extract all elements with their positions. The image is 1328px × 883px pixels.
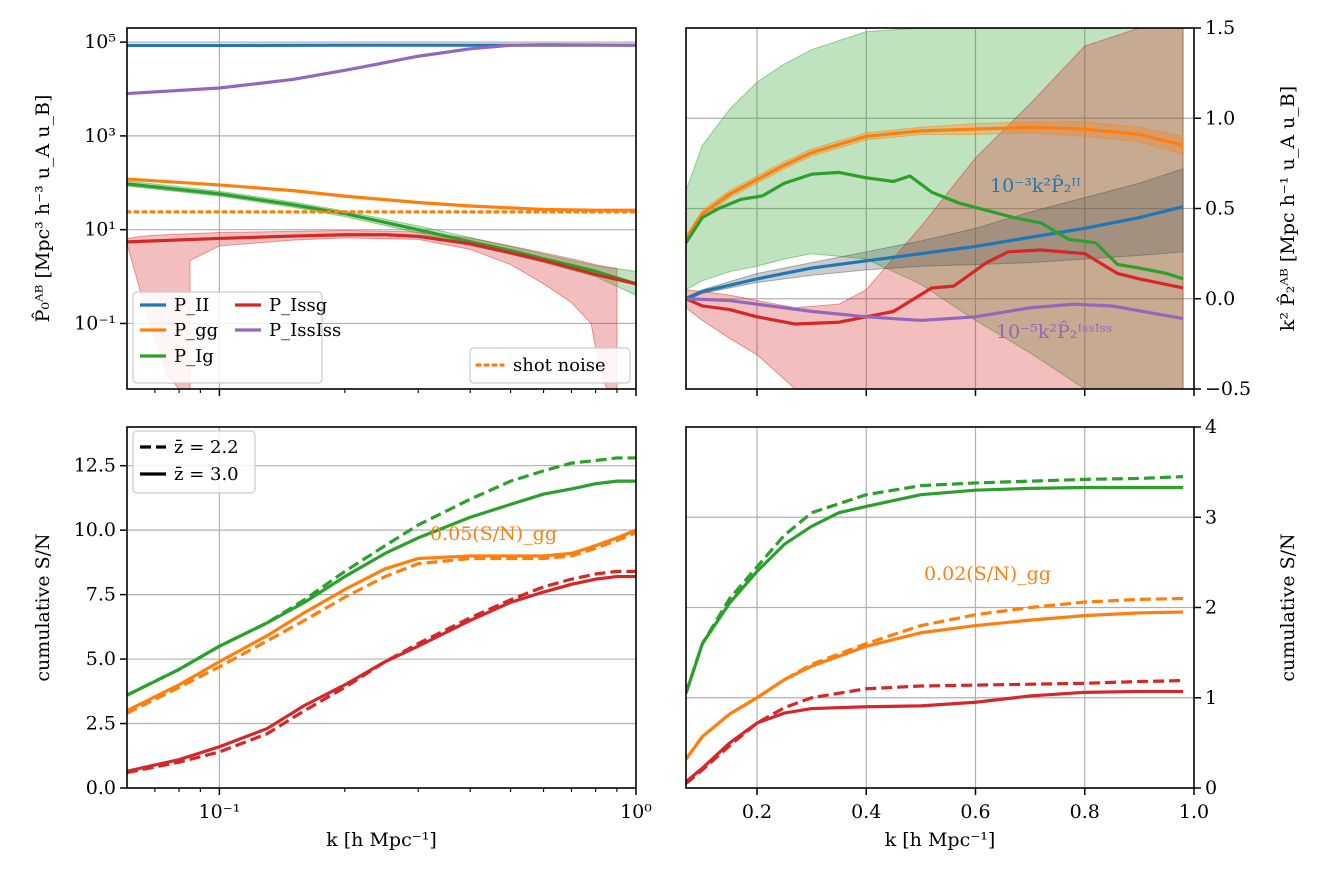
plot-area	[686, 475, 1184, 785]
annotation-top-right-0: 10⁻³k²P̂₂ᴵᴵ	[990, 175, 1081, 197]
x-axis-label: k [h Mpc⁻¹]	[326, 829, 437, 851]
series-gg	[686, 125, 1184, 241]
series-IssIss	[686, 297, 1184, 323]
error-band-1	[127, 180, 636, 296]
y-tick-label: 0.0	[1205, 288, 1235, 310]
annotation-top-right-1: 10⁻⁵k²P̂₂ᴵˢˢᴵˢˢ	[996, 321, 1112, 343]
series-Issg-z22	[127, 569, 636, 775]
series-gg-z30	[127, 528, 636, 713]
series-Ig	[686, 170, 1184, 281]
y-axis-label: cumulative S/N	[1277, 533, 1299, 681]
series-Ig-z22	[127, 456, 636, 697]
y-axis-label: cumulative S/N	[32, 533, 54, 681]
x-tick-label: 0.6	[960, 801, 990, 823]
series-Issg-z22	[686, 679, 1184, 785]
y-axis-label: k² P̂₂ᴬᴮ [Mpc h⁻¹ u_A u_B]	[1277, 86, 1299, 331]
y-tick-label: 5.0	[86, 648, 116, 670]
series-gg-z22	[686, 596, 1184, 761]
x-tick-label: 10⁰	[620, 801, 652, 823]
error-band-1	[686, 28, 1184, 389]
y-tick-label: 4	[1205, 416, 1217, 438]
series-II	[686, 205, 1184, 301]
series-gg-z30	[686, 610, 1184, 761]
y-tick-label: 1.0	[1205, 107, 1235, 129]
legend-label: z̄ = 3.0	[174, 464, 239, 485]
x-axis-label: k [h Mpc⁻¹]	[885, 829, 996, 851]
legend-label: shot noise	[513, 355, 606, 376]
error-band-0	[686, 28, 1184, 389]
series-P_Ig	[127, 182, 636, 286]
legend-box-shot-noise	[469, 347, 631, 384]
y-tick-label: 0.0	[86, 777, 116, 799]
legend-label: P_Ig	[174, 346, 214, 367]
y-tick-label: 10.0	[74, 519, 116, 541]
axes-frame	[126, 426, 637, 789]
ticks: −0.5 0.0 0.5 1.0 1.5	[756, 17, 1251, 400]
series-Issg	[686, 248, 1184, 326]
y-tick-label: 0	[1205, 777, 1217, 799]
y-tick-label: 10⁻¹	[74, 312, 116, 334]
y-tick-label: 1	[1205, 687, 1217, 709]
panel-bottom-right: 0.2 0.4 0.6 0.8 1.00 1 2 3 4 k [h Mpc⁻¹] cumulativ…	[685, 416, 1299, 851]
x-tick-label: 0.4	[851, 801, 881, 823]
y-tick-label: 10¹	[84, 219, 116, 241]
y-tick-label: 2	[1205, 597, 1217, 619]
axes-frame	[126, 27, 637, 390]
y-tick-label: 3	[1205, 506, 1217, 528]
series-Issg-z30	[686, 689, 1184, 783]
legend-label: P_IssIss	[269, 320, 341, 341]
y-tick-label: 7.5	[86, 584, 116, 606]
series-P_Issg	[127, 233, 636, 286]
panel-bottom-left: 10⁻¹ 10⁰ 0.0 2.5 5.0 7.5 10.0 12.5 k [h Mpc⁻¹] cu…	[32, 426, 653, 851]
ticks: 0.2 0.4 0.6 0.8 1.00 1 2 3 4	[742, 416, 1217, 823]
plot-area	[127, 456, 636, 775]
ticks: 10⁻¹ 10¹ 10³ 10⁵	[74, 31, 637, 396]
series-P_IssIss	[127, 43, 636, 96]
x-tick-label: 1.0	[1179, 801, 1209, 823]
legend-label: P_II	[174, 295, 209, 316]
annotation-bottom-left-0: 0.05(S/N)_gg	[430, 523, 557, 545]
annotation-bottom-right-0: 0.02(S/N)_gg	[924, 563, 1051, 585]
legend-box	[132, 291, 323, 384]
x-tick-label: 0.8	[1070, 801, 1100, 823]
gridlines	[686, 427, 1194, 788]
y-tick-label: −0.5	[1205, 378, 1251, 400]
series-P_gg	[127, 177, 636, 212]
legend-bottom-left: z̄ = 2.2 z̄ = 3.0	[132, 430, 256, 494]
y-axis-label: P̂₀ᴬᴮ [Mpc³ h⁻³ u_A u_B]	[32, 95, 54, 323]
x-tick-label: 10⁻¹	[199, 801, 241, 823]
y-tick-label: 10⁵	[84, 31, 116, 53]
legend-label: z̄ = 2.2	[174, 437, 239, 458]
series-Ig-z30	[686, 485, 1184, 694]
y-tick-label: 1.5	[1205, 17, 1235, 39]
y-tick-label: 12.5	[74, 455, 116, 477]
legend-label: P_gg	[174, 320, 218, 341]
plot-area	[686, 28, 1184, 389]
series-gg-z22	[127, 531, 636, 715]
panel-top-right: −0.5 0.0 0.5 1.0 1.5 k² P̂₂ᴬᴮ [Mpc h⁻¹ u_A u_…	[685, 17, 1299, 400]
legend-label: P_Issg	[269, 295, 327, 316]
series-Issg-z30	[127, 574, 636, 773]
y-tick-label: 0.5	[1205, 198, 1235, 220]
ticks: 10⁻¹ 10⁰ 0.0 2.5 5.0 7.5 10.0 12.5	[74, 455, 653, 823]
y-tick-label: 10³	[84, 125, 116, 147]
y-tick-label: 2.5	[86, 713, 116, 735]
x-tick-label: 0.2	[742, 801, 772, 823]
